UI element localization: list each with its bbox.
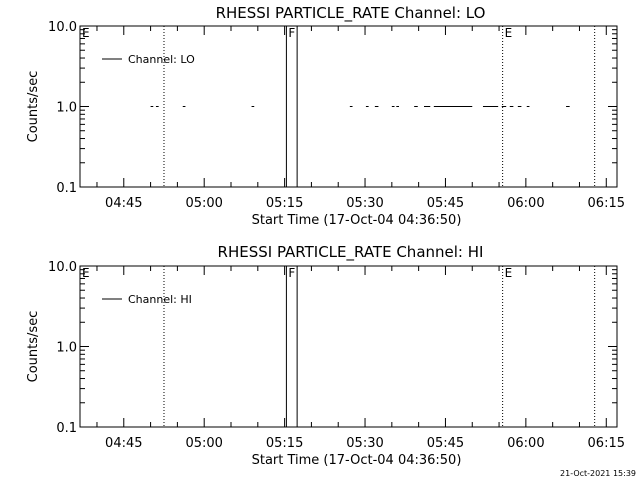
event-marker-label: F: [288, 266, 295, 280]
x-tick-label: 06:00: [507, 196, 544, 211]
x-tick-label: 05:15: [266, 436, 303, 451]
y-axis-label: Counts/sec: [26, 311, 41, 383]
x-axis-label: Start Time (17-Oct-04 04:36:50): [252, 213, 462, 228]
x-tick-label: 04:45: [105, 436, 142, 451]
plot-frame: [79, 265, 618, 428]
x-tick-label: 06:00: [507, 436, 544, 451]
x-tick-label: 06:15: [588, 436, 625, 451]
y-tick-label: 1.0: [56, 101, 77, 116]
y-tick-label: 0.1: [56, 181, 77, 196]
x-tick-label: 05:15: [266, 196, 303, 211]
event-marker-label: F: [288, 26, 295, 40]
event-marker-label: E: [82, 266, 90, 280]
event-marker-label: E: [505, 26, 513, 40]
x-tick-label: 05:00: [185, 436, 222, 451]
event-marker-label: E: [505, 266, 513, 280]
x-tick-label: 05:45: [427, 196, 464, 211]
x-tick-label: 06:15: [588, 196, 625, 211]
legend-label: Channel: LO: [128, 53, 195, 66]
chart-title: RHESSI PARTICLE_RATE Channel: LO: [216, 4, 486, 23]
timestamp: 21-Oct-2021 15:39: [560, 469, 636, 478]
x-axis-label: Start Time (17-Oct-04 04:36:50): [252, 453, 462, 468]
plot-frame: [79, 25, 618, 188]
x-tick-label: 05:30: [346, 196, 383, 211]
x-tick-label: 04:45: [105, 196, 142, 211]
chart-panel-lo: RHESSI PARTICLE_RATE Channel: LO 0.1 1.0 10…: [26, 4, 625, 228]
x-tick-label: 05:45: [427, 436, 464, 451]
chart-title: RHESSI PARTICLE_RATE Channel: HI: [218, 243, 484, 262]
x-tick-label: 05:00: [185, 196, 222, 211]
y-axis-label: Counts/sec: [26, 71, 41, 143]
x-tick-label: 05:30: [346, 436, 383, 451]
y-tick-label: 1.0: [56, 341, 77, 356]
y-tick-label: 10.0: [48, 260, 77, 275]
y-tick-label: 0.1: [56, 421, 77, 436]
chart-panel-hi: RHESSI PARTICLE_RATE Channel: HI 0.1 1.0 10…: [26, 243, 625, 468]
legend-label: Channel: HI: [128, 293, 192, 306]
y-tick-label: 10.0: [48, 20, 77, 35]
event-marker-label: E: [82, 26, 90, 40]
